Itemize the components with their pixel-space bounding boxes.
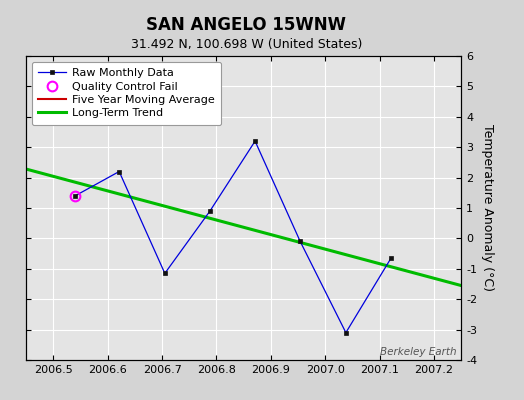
Raw Monthly Data bbox=[72, 194, 78, 198]
Legend: Raw Monthly Data, Quality Control Fail, Five Year Moving Average, Long-Term Tren: Raw Monthly Data, Quality Control Fail, … bbox=[32, 62, 221, 125]
Raw Monthly Data bbox=[297, 239, 303, 244]
Line: Raw Monthly Data: Raw Monthly Data bbox=[73, 139, 393, 335]
Raw Monthly Data bbox=[116, 169, 122, 174]
Raw Monthly Data bbox=[162, 271, 168, 276]
Y-axis label: Temperature Anomaly (°C): Temperature Anomaly (°C) bbox=[481, 124, 494, 292]
Text: Berkeley Earth: Berkeley Earth bbox=[380, 347, 457, 357]
Raw Monthly Data bbox=[388, 256, 394, 260]
Raw Monthly Data bbox=[343, 330, 349, 335]
Text: 31.492 N, 100.698 W (United States): 31.492 N, 100.698 W (United States) bbox=[130, 38, 362, 51]
Raw Monthly Data bbox=[252, 139, 258, 144]
Text: SAN ANGELO 15WNW: SAN ANGELO 15WNW bbox=[146, 16, 346, 34]
Raw Monthly Data bbox=[207, 209, 213, 214]
